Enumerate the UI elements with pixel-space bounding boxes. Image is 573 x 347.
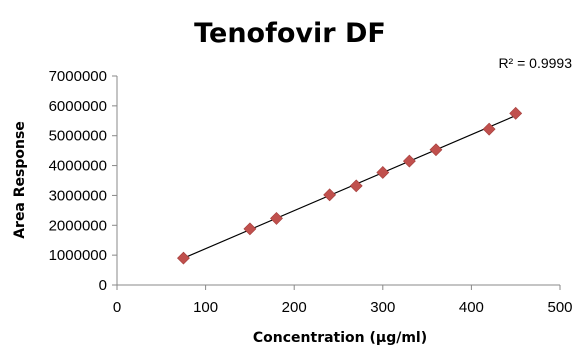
- y-tick-label: 6000000: [49, 98, 107, 115]
- r-squared-annotation: R² = 0.9993: [498, 55, 572, 71]
- data-point: [349, 179, 363, 193]
- y-axis-title: Area Response: [12, 121, 28, 239]
- y-tick-label: 5000000: [49, 128, 107, 145]
- y-tick-label: 3000000: [49, 187, 107, 204]
- plot-area: 0 1000000 2000000 3000000 4000000 5000000 6000…: [49, 68, 573, 316]
- y-tick-label: 1000000: [49, 247, 107, 264]
- x-axis-title: Concentration (µg/ml): [253, 330, 427, 346]
- y-tick-label: 0: [99, 277, 107, 294]
- y-tick-label: 7000000: [49, 68, 107, 85]
- x-tick-label: 100: [193, 299, 218, 316]
- data-point: [376, 166, 390, 179]
- x-tick-label: 0: [113, 299, 121, 316]
- data-point: [402, 154, 416, 168]
- data-point: [509, 106, 523, 120]
- data-point: [429, 143, 443, 157]
- chart-title: Tenofovir DF: [194, 18, 386, 49]
- x-tick-label: 500: [547, 299, 572, 316]
- data-point: [270, 211, 283, 225]
- y-tick-label: 2000000: [49, 217, 107, 234]
- data-point: [243, 222, 257, 236]
- trendline: [183, 115, 516, 259]
- data-point: [482, 122, 496, 136]
- y-tick-label: 4000000: [49, 158, 107, 175]
- x-tick-label: 200: [282, 299, 307, 316]
- x-tick-label: 400: [459, 299, 484, 316]
- x-tick-label: 300: [370, 299, 395, 316]
- data-point: [177, 251, 190, 265]
- data-point: [323, 188, 337, 202]
